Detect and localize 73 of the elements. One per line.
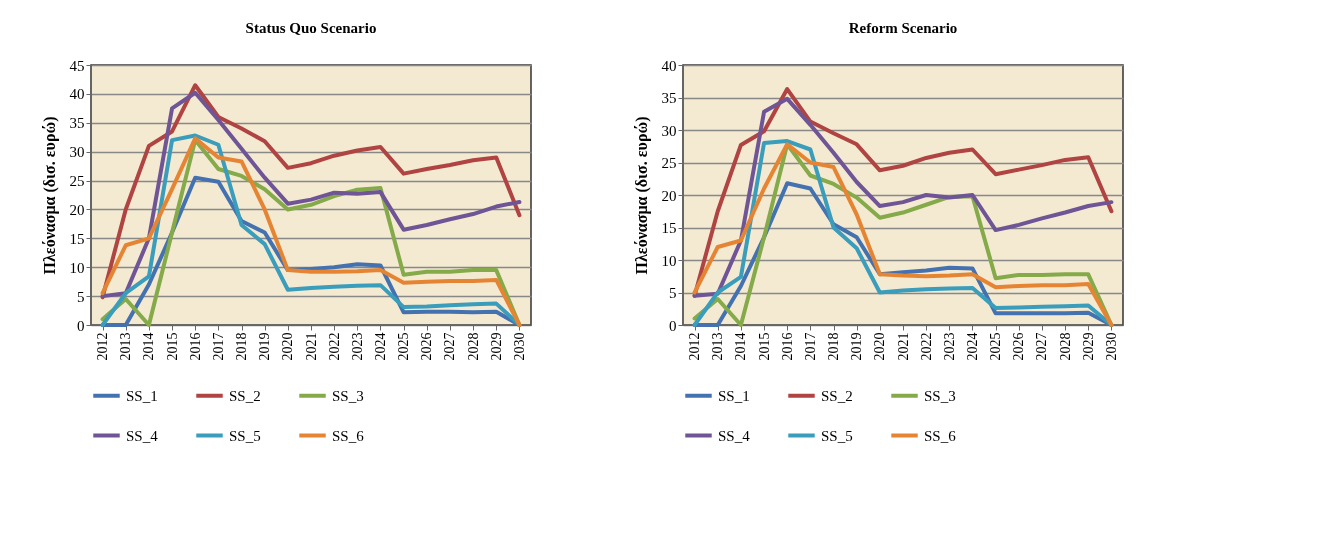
- x-tick-label: 2018: [234, 332, 250, 361]
- y-tick-label: 20: [69, 201, 85, 218]
- x-tick-label: 2026: [419, 332, 435, 361]
- x-tick-label: 2028: [465, 332, 481, 361]
- legend-label: SS_5: [821, 427, 853, 444]
- legend-label: SS_6: [924, 427, 957, 444]
- x-tick-label: 2022: [918, 332, 934, 361]
- x-tick-label: 2022: [326, 332, 342, 361]
- x-tick-label: 2029: [1080, 332, 1096, 361]
- x-tick-label: 2023: [349, 332, 365, 361]
- x-tick-label: 2025: [988, 332, 1004, 361]
- y-tick-label: 15: [69, 230, 85, 247]
- y-tick-label: 40: [69, 86, 85, 103]
- x-tick-label: 2016: [187, 332, 203, 361]
- x-tick-label: 2030: [1103, 332, 1119, 361]
- legend-label: SS_1: [718, 387, 750, 404]
- legend-label: SS_2: [821, 387, 853, 404]
- y-tick-label: 40: [661, 57, 677, 74]
- y-tick-label: 45: [69, 57, 85, 74]
- x-tick-label: 2012: [95, 332, 111, 361]
- x-tick-label: 2030: [511, 332, 527, 361]
- x-tick-label: 2019: [849, 332, 865, 361]
- y-tick-label: 35: [69, 115, 85, 132]
- x-tick-label: 2016: [779, 332, 795, 361]
- y-tick-label: 15: [661, 220, 677, 236]
- x-tick-label: 2029: [488, 332, 504, 361]
- y-axis-title: Πλεόνασμα (δισ. ευρώ): [632, 116, 651, 275]
- x-tick-label: 2021: [895, 332, 911, 361]
- x-tick-label: 2020: [280, 332, 296, 361]
- x-tick-label: 2014: [733, 332, 749, 361]
- y-tick-label: 5: [669, 285, 677, 301]
- y-axis-title: Πλεόνασμα (δισ. ευρώ): [40, 116, 59, 275]
- x-tick-label: 2017: [802, 332, 818, 361]
- y-tick-label: 25: [69, 173, 85, 190]
- legend-label: SS_5: [229, 427, 261, 444]
- x-tick-label: 2019: [257, 332, 273, 361]
- y-tick-label: 35: [661, 90, 677, 106]
- legend-label: SS_4: [126, 427, 159, 444]
- x-tick-label: 2023: [941, 332, 957, 361]
- x-tick-label: 2014: [141, 332, 157, 361]
- x-tick-label: 2024: [964, 332, 980, 361]
- legend-label: SS_3: [924, 387, 956, 404]
- y-tick-label: 0: [77, 317, 85, 334]
- chart-title: Reform Scenario: [848, 20, 958, 36]
- x-tick-label: 2013: [710, 332, 726, 361]
- x-tick-label: 2015: [756, 332, 772, 361]
- x-tick-label: 2028: [1057, 332, 1073, 361]
- x-tick-label: 2026: [1011, 332, 1027, 361]
- x-tick-label: 2024: [372, 332, 388, 361]
- x-tick-label: 2020: [872, 332, 888, 361]
- x-tick-label: 2015: [164, 332, 180, 361]
- x-tick-label: 2018: [826, 332, 842, 361]
- y-tick-label: 0: [669, 317, 677, 334]
- y-tick-label: 5: [77, 288, 85, 305]
- y-tick-label: 20: [661, 187, 677, 204]
- y-tick-label: 30: [661, 122, 677, 139]
- y-tick-label: 30: [69, 144, 85, 161]
- y-tick-label: 10: [69, 259, 85, 276]
- chart-title: Status Quo Scenario: [245, 20, 377, 36]
- legend-label: SS_2: [229, 387, 261, 404]
- x-tick-label: 2013: [118, 332, 134, 361]
- x-tick-label: 2027: [442, 332, 458, 361]
- y-tick-label: 25: [661, 155, 677, 171]
- legend-label: SS_1: [126, 387, 158, 404]
- x-tick-label: 2027: [1034, 332, 1050, 361]
- legend-label: SS_4: [718, 427, 751, 444]
- x-tick-label: 2025: [396, 332, 412, 361]
- y-tick-label: 10: [661, 252, 677, 269]
- legend-label: SS_6: [332, 427, 365, 444]
- x-tick-label: 2012: [687, 332, 703, 361]
- x-tick-label: 2017: [210, 332, 226, 361]
- legend-label: SS_3: [332, 387, 364, 404]
- x-tick-label: 2021: [303, 332, 319, 361]
